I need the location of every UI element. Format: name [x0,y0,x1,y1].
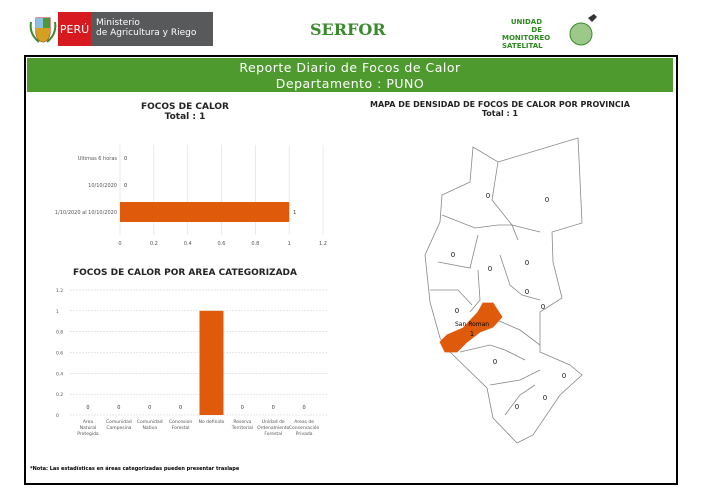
report-frame [24,55,678,485]
ministry-line2: de Agricultura y Riego [96,28,197,38]
category-label: Unidad de Ordenamiento Forestal [257,419,290,437]
ministry-logo: PERÚ Ministerio de Agricultura y Riego [28,12,213,46]
y-tick-label: 0.2 [56,392,63,398]
san-roman-label: San Roman [455,321,489,328]
peru-coat-of-arms-icon [29,17,57,43]
footnote: *Nota: Las estadísticas en áreas categor… [30,466,240,472]
province-count-label: 0 [545,196,549,204]
department-subtitle: Departamento : PUNO [275,76,425,91]
province-count-label: 0 [525,259,529,267]
x-tick-label: 0.8 [251,241,259,247]
ministry-line1: Ministerio [96,18,140,28]
x-tick-label: 0 [118,241,121,247]
province-count-label: 0 [543,394,547,402]
province-count-label: 0 [455,307,459,315]
bar [120,202,290,222]
satellite-globe-icon [569,14,597,46]
data-label: 0 [117,405,120,411]
serfor-logo: SERFOR [310,20,386,39]
data-label: 0 [124,183,127,189]
province-count-label: 0 [541,303,545,311]
data-label: 0 [272,405,275,411]
category-label: 10/10/2020 [88,183,117,189]
province-count-label: 0 [562,372,566,380]
x-tick-label: 1.2 [319,241,327,247]
data-label: 0 [124,156,127,162]
map-total: Total : 1 [481,109,519,118]
department-outline [424,137,583,444]
x-tick-label: 0.4 [184,241,192,247]
x-tick-label: 0.6 [218,241,226,247]
y-tick-label: 1 [56,309,59,315]
y-tick-label: 0.6 [56,351,63,357]
ministry-name: Ministerio de Agricultura y Riego [91,12,213,46]
map-title: MAPA DE DENSIDAD DE FOCOS DE CALOR POR P… [370,100,630,109]
category-label: No definido [199,419,225,425]
category-label: Area Natural Protegida [77,419,99,437]
category-label: 1/10/2020 al 10/10/2020 [55,210,117,216]
province-count-label: 0 [525,288,529,296]
y-tick-label: 0.4 [56,371,63,377]
report-title: Reporte Diario de Focos de Calor [239,60,461,75]
chart2-title: FOCOS DE CALOR POR AREA CATEGORIZADA [73,268,297,278]
category-label: Ultimas 6 horas [78,156,118,162]
data-label: 0 [148,405,151,411]
unidad-monitoreo-label: UNIDAD DE MONITOREO SATELITAL [502,18,551,50]
category-label: Reserva Territorial [231,419,253,431]
chart1-title-block: FOCOS DE CALOR Total : 1 [100,102,270,122]
data-label: 0 [86,405,89,411]
x-tick-label: 0.2 [150,241,158,247]
category-label: Comunidad Campesina [106,419,132,431]
map-title-block: MAPA DE DENSIDAD DE FOCOS DE CALOR POR P… [350,100,650,118]
bar [199,310,224,415]
category-label: Areas de Conservación Privada [289,419,320,437]
y-tick-label: 0.8 [56,330,63,336]
y-tick-label: 0 [56,413,59,419]
peru-label: PERÚ [58,12,91,46]
category-label: Comunidad Nativa [137,419,163,431]
province-count-label: 0 [451,251,455,259]
chart1-total: Total : 1 [164,112,206,122]
report-banner: Reporte Diario de Focos de Calor Departa… [27,58,673,92]
data-label: 1 [293,210,296,216]
data-label: 0 [241,405,244,411]
category-label: Concesion Forestal [169,419,192,431]
y-tick-label: 1.2 [56,288,63,294]
data-label: 0 [179,405,182,411]
unidad-line2: MONITOREO [502,34,551,42]
province-borders [430,161,541,416]
province-san-roman [439,302,503,353]
province-count-label: 0 [488,265,492,273]
unidad-line1: UNIDAD DE [510,18,542,34]
province-count-label: 0 [486,192,490,200]
x-tick-label: 1 [288,241,291,247]
province-count-label: 1 [470,330,474,338]
province-count-label: 0 [515,403,519,411]
province-count-label: 0 [493,358,497,366]
data-label: 0 [303,405,306,411]
chart1-title: FOCOS DE CALOR [141,102,229,112]
unidad-line3: SATELITAL [502,42,543,50]
